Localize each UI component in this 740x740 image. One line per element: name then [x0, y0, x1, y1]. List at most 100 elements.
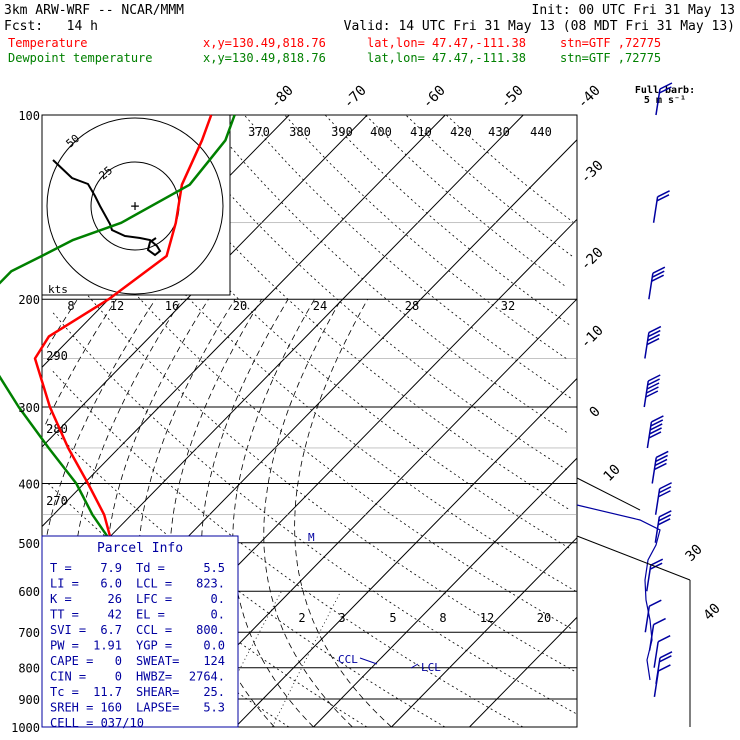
parcel-info-value: 6.0 [100, 577, 122, 591]
parcel-info-value: K = [50, 592, 72, 606]
parcel-info-value: EL = [136, 608, 165, 622]
wind-barb [645, 558, 664, 592]
wind-barb-flag [647, 333, 661, 342]
wind-barb [654, 510, 672, 543]
wind-barb [643, 374, 661, 408]
ccl-label: CCL [338, 653, 358, 666]
wind-barb-flag [648, 599, 662, 607]
wind-barb-staff [655, 657, 661, 684]
parcel-info-frame [41, 535, 239, 728]
isentrope-label: 430 [488, 125, 510, 139]
parcel-info-value: 800. [196, 623, 225, 637]
pressure-tick-label: 400 [18, 477, 40, 491]
pressure-tick-label: 100 [18, 109, 40, 123]
parcel-info-value: 0 [115, 670, 122, 684]
wind-barb [652, 190, 670, 223]
legend-dewpoint-xy: x,y=130.49,818.76 [203, 51, 326, 65]
parcel-info-value: Tc = [50, 685, 79, 699]
parcel-info-value: LFC = [136, 592, 172, 606]
parcel-info-value: 0 [115, 654, 122, 668]
pressure-tick-label: 700 [18, 626, 40, 640]
mixing-ratio-label: 28 [405, 299, 419, 313]
pressure-tick-label: 300 [18, 401, 40, 415]
wind-barb-staff [652, 196, 659, 223]
wind-barb-flag [659, 482, 672, 490]
wind-barb-flag [648, 431, 662, 439]
parcel-info-value: T = [50, 561, 72, 575]
wind-barb-staff [645, 565, 652, 592]
mixing-ratio-label: 5 [389, 611, 396, 625]
pressure-tick-label: 200 [18, 293, 40, 307]
wind-barb [655, 651, 673, 684]
pressure-tick-label: 600 [18, 585, 40, 599]
wind-barb-flag [658, 486, 672, 494]
wind-barb [644, 325, 662, 359]
parcel-info-value: 0.0 [203, 639, 225, 653]
isentrope-label: 410 [410, 125, 432, 139]
parcel-info-value: 42 [108, 608, 122, 622]
mixing-ratio-label: 2 [298, 611, 305, 625]
wind-barb [654, 482, 672, 515]
wind-column-trace [576, 504, 661, 681]
legend-dewpoint-latlon: lat,lon= 47.47,-111.38 [367, 51, 526, 65]
header: 3km ARW-WRF -- NCAR/MMM Init: 00 UTC Fri… [4, 3, 735, 106]
parcel-info-value: YGP = [136, 639, 172, 653]
wind-barbs [576, 82, 691, 727]
wind-barb-flag [651, 415, 664, 423]
wind-barb [648, 266, 666, 300]
wind-barb-flag [650, 558, 664, 566]
parcel-info-value: 1.91 [93, 639, 122, 653]
wind-barb-flag [657, 635, 671, 643]
mixing-ratio-label: 20 [233, 299, 247, 313]
dry-adiabat-line [52, 311, 576, 714]
dry-adiabat-line [405, 114, 573, 257]
wind-barb-staff [651, 457, 657, 484]
parcel-info-value: CIN = [50, 670, 86, 684]
wind-barb-flag [659, 655, 672, 663]
wind-barb-flag [657, 190, 670, 198]
hodograph-center-marker: + [130, 197, 139, 215]
legend-temperature-xy: x,y=130.49,818.76 [203, 36, 326, 50]
isentrope-label: 270 [46, 494, 68, 508]
dry-adiabat-line [50, 368, 524, 728]
isotherm-line [41, 114, 446, 527]
dry-adiabat-line [46, 184, 572, 629]
parcel-info-value: LCL = [136, 577, 172, 591]
parcel-info-value: 26 [108, 592, 122, 606]
parcel-info-value: SREH = [50, 701, 93, 715]
init-time: Init: 00 UTC Fri 31 May 13 [532, 3, 736, 18]
dry-adiabat-line [445, 114, 575, 224]
hodograph-trace [52, 159, 162, 257]
dry-adiabat-line [163, 114, 567, 471]
wind-barb [651, 450, 669, 484]
pressure-tick-label: 800 [18, 662, 40, 676]
wind-barb-staff [654, 516, 661, 543]
parcel-info-value: TT = [50, 608, 79, 622]
forecast-hour: Fcst: 14 h [4, 19, 98, 34]
hodograph-ring-outer [46, 117, 224, 295]
mixing-ratio-label: 3 [338, 611, 345, 625]
ccl-pointer [359, 657, 378, 665]
wind-barb [655, 82, 673, 116]
wind-barb-flag [655, 450, 669, 459]
isotherm-line [235, 378, 578, 728]
mixing-ratio-label: 12 [480, 611, 494, 625]
wind-barb-flag [653, 617, 666, 626]
wind-barb-flag [645, 390, 659, 398]
wind-barb-staff [644, 332, 650, 359]
lcl-label: LCL [421, 661, 441, 674]
wind-barb-flag [649, 427, 662, 435]
parcel-info-value: 5.3 [203, 701, 225, 715]
wind-barb-flag [646, 382, 660, 390]
parcel-info-value: 160 [100, 701, 122, 715]
parcel-annotations: CCL LCL M [308, 531, 441, 674]
parcel-info-value: 0. [211, 608, 225, 622]
wind-barb-flag [659, 651, 673, 659]
pressure-axis: 100 200 300 400 500 600 700 800 900 1000 [11, 109, 40, 735]
hodograph-units: kts [48, 283, 68, 296]
wind-barb-flag [659, 82, 673, 90]
parcel-info-value: 6.7 [100, 623, 122, 637]
parcel-info-value: CELL = 037/10 [50, 716, 144, 730]
wind-barb-flag [656, 194, 670, 202]
wind-barb-flag [657, 518, 671, 526]
